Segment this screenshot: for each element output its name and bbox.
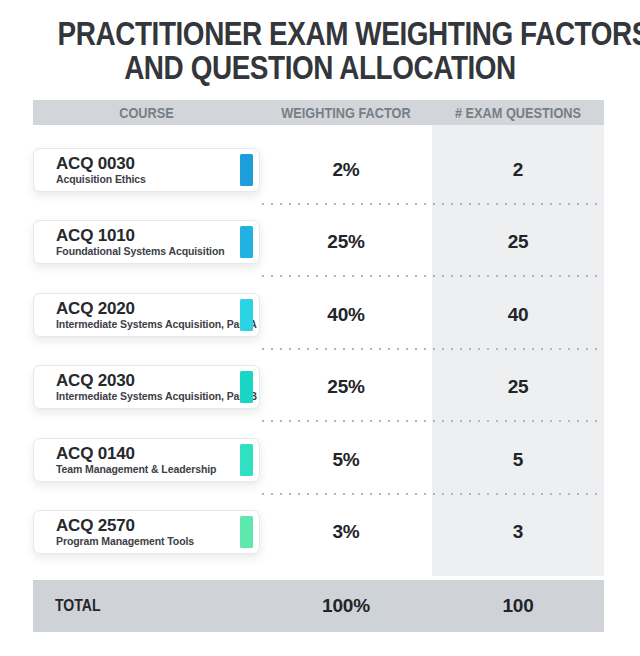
total-exam-questions-value: 100 [502,595,533,617]
total-weighting-factor-value: 100% [322,595,370,617]
course-code: ACQ 0140 [56,444,259,463]
column-header-exam-questions: # EXAM QUESTIONS [445,104,591,121]
infographic-page: PRACTITIONER EXAM WEIGHTING FACTORS AND … [0,0,640,656]
row-separator-dotted-line [262,203,604,205]
column-header-weighting-factor: WEIGHTING FACTOR [273,104,419,121]
total-label: TOTAL [55,580,101,632]
course-code: ACQ 1010 [56,226,259,245]
weighting-factor-value: 5% [332,449,359,471]
course-card: ACQ 1010 Foundational Systems Acquisitio… [33,220,260,264]
course-card: ACQ 0140 Team Management & Leadership [33,438,260,482]
exam-questions-column-background [432,125,604,576]
course-color-bar [240,226,253,258]
exam-questions-value: 25 [508,231,529,253]
course-name: Intermediate Systems Acquisition, Part A [56,318,259,331]
course-code: ACQ 2570 [56,516,259,535]
exam-questions-value: 25 [508,376,529,398]
course-code: ACQ 0030 [56,154,259,173]
weighting-factor-value: 3% [332,521,359,543]
course-card: ACQ 2570 Program Management Tools [33,510,260,554]
course-card: ACQ 2020 Intermediate Systems Acquisitio… [33,293,260,337]
course-color-bar [240,516,253,548]
course-name: Acquisition Ethics [56,173,259,186]
row-separator-dotted-line [262,275,604,277]
course-color-bar [240,299,253,331]
course-name: Foundational Systems Acquisition [56,245,259,258]
page-title-line-2: AND QUESTION ALLOCATION [58,50,583,84]
course-card: ACQ 0030 Acquisition Ethics [33,148,260,192]
course-color-bar [240,371,253,403]
total-row: TOTAL 100% 100 [33,580,604,632]
table-row: ACQ 0140 Team Management & Leadership 5%… [33,438,604,482]
column-header-course: COURSE [50,104,243,121]
table-row: ACQ 0030 Acquisition Ethics 2% 2 [33,148,604,192]
weighting-factor-value: 25% [327,231,364,253]
page-title-line-1: PRACTITIONER EXAM WEIGHTING FACTORS [58,16,583,50]
table-row: ACQ 2020 Intermediate Systems Acquisitio… [33,293,604,337]
table-row: ACQ 2030 Intermediate Systems Acquisitio… [33,365,604,409]
course-color-bar [240,154,253,186]
table-header-row: COURSE WEIGHTING FACTOR # EXAM QUESTIONS [33,100,604,125]
table-row: ACQ 1010 Foundational Systems Acquisitio… [33,220,604,264]
course-name: Intermediate Systems Acquisition, Part B [56,390,259,403]
weighting-factor-value: 25% [327,376,364,398]
course-code: ACQ 2030 [56,371,259,390]
table-row: ACQ 2570 Program Management Tools 3% 3 [33,510,604,554]
row-separator-dotted-line [262,420,604,422]
weighting-factor-value: 2% [332,159,359,181]
row-separator-dotted-line [262,348,604,350]
exam-questions-value: 40 [508,304,529,326]
course-name: Team Management & Leadership [56,463,259,476]
course-code: ACQ 2020 [56,299,259,318]
page-title: PRACTITIONER EXAM WEIGHTING FACTORS AND … [0,16,640,84]
exam-questions-value: 3 [513,521,523,543]
course-card: ACQ 2030 Intermediate Systems Acquisitio… [33,365,260,409]
exam-questions-value: 5 [513,449,523,471]
weighting-factor-value: 40% [327,304,364,326]
row-separator-dotted-line [262,493,604,495]
course-color-bar [240,444,253,476]
course-name: Program Management Tools [56,535,259,548]
exam-questions-value: 2 [513,159,523,181]
